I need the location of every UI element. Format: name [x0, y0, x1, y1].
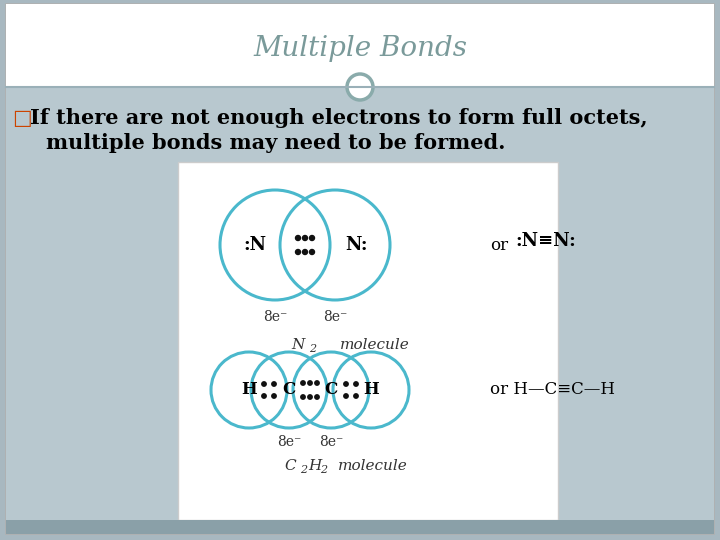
Circle shape	[302, 235, 307, 240]
Bar	[6, 520, 714, 534]
Text: 8e⁻: 8e⁻	[276, 435, 301, 449]
Circle shape	[302, 249, 307, 254]
FancyBboxPatch shape	[6, 4, 714, 534]
Circle shape	[262, 394, 266, 398]
Circle shape	[310, 235, 315, 240]
Circle shape	[308, 395, 312, 399]
Text: C: C	[325, 381, 338, 399]
FancyBboxPatch shape	[178, 162, 558, 520]
Text: C: C	[284, 459, 296, 473]
Circle shape	[315, 395, 319, 399]
Circle shape	[262, 382, 266, 386]
Circle shape	[344, 382, 348, 386]
Text: N: N	[292, 338, 305, 352]
Circle shape	[347, 74, 373, 100]
Circle shape	[272, 394, 276, 398]
Text: molecule: molecule	[340, 338, 410, 352]
Text: H: H	[241, 381, 257, 399]
Circle shape	[310, 249, 315, 254]
Circle shape	[354, 382, 359, 386]
Text: molecule: molecule	[338, 459, 408, 473]
Circle shape	[295, 235, 300, 240]
Circle shape	[354, 394, 359, 398]
Circle shape	[344, 394, 348, 398]
Text: 8e⁻: 8e⁻	[263, 310, 287, 324]
Text: Multiple Bonds: Multiple Bonds	[253, 35, 467, 62]
Text: or: or	[490, 237, 508, 253]
Text: or H—C≡C—H: or H—C≡C—H	[490, 381, 615, 399]
Text: 8e⁻: 8e⁻	[319, 435, 343, 449]
Text: multiple bonds may need to be formed.: multiple bonds may need to be formed.	[46, 133, 505, 153]
Text: 2: 2	[320, 465, 327, 475]
Text: If there are not enough electrons to form full octets,: If there are not enough electrons to for…	[30, 108, 647, 128]
Circle shape	[301, 395, 305, 399]
Circle shape	[295, 249, 300, 254]
Text: 2: 2	[309, 344, 316, 354]
Text: C: C	[282, 381, 296, 399]
Circle shape	[301, 381, 305, 385]
Text: 8e⁻: 8e⁻	[323, 310, 347, 324]
Circle shape	[315, 381, 319, 385]
Text: :N≡N:: :N≡N:	[515, 232, 576, 250]
Circle shape	[272, 382, 276, 386]
Bar	[6, 86, 714, 534]
Text: :N: :N	[243, 236, 266, 254]
Bar	[6, 4, 714, 86]
Circle shape	[308, 381, 312, 385]
Text: 2: 2	[300, 465, 307, 475]
Text: N:: N:	[346, 236, 368, 254]
Text: □: □	[12, 108, 32, 128]
Text: H: H	[363, 381, 379, 399]
Text: H: H	[308, 459, 321, 473]
